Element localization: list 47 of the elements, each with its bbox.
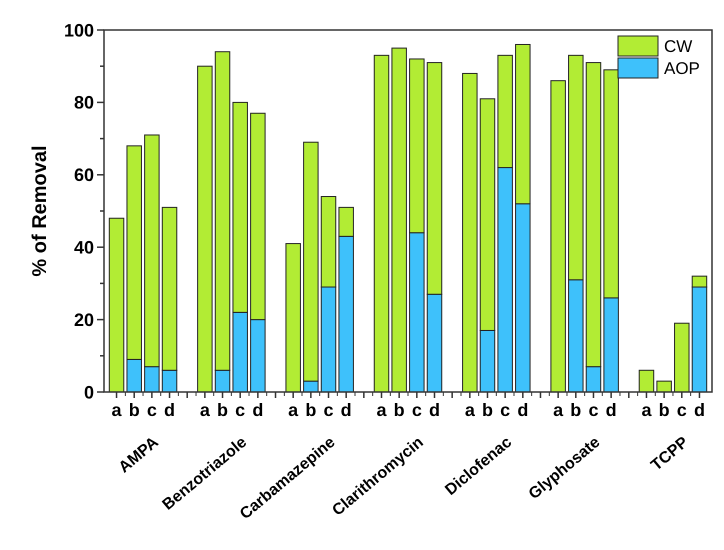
y-tick-label: 40: [74, 238, 94, 258]
bar: [108, 218, 124, 392]
y-tick-label: 80: [74, 92, 94, 113]
y-axis-title: % of Removal: [29, 145, 51, 277]
bar: [550, 80, 566, 392]
x-tick-label: c: [324, 400, 334, 420]
x-tick-label: b: [482, 400, 493, 420]
x-tick-label: a: [112, 400, 123, 420]
x-tick-label: b: [658, 400, 670, 420]
y-tick-label: 100: [64, 20, 94, 40]
x-tick-label: b: [128, 400, 140, 420]
x-tick-label: b: [570, 400, 582, 420]
x-tick-label: c: [500, 400, 510, 420]
x-tick-label: d: [694, 400, 705, 420]
bar: [391, 48, 407, 392]
bar: [197, 66, 213, 392]
y-tick-label: 0: [84, 382, 94, 402]
legend-label: AOP: [664, 58, 700, 78]
x-tick-label: d: [252, 400, 264, 420]
x-tick-label: d: [164, 400, 176, 420]
x-tick-label: d: [340, 400, 352, 420]
x-tick-label: d: [606, 400, 617, 420]
y-tick-label: 20: [74, 310, 94, 330]
y-tick-label: 60: [74, 165, 94, 186]
bar: [374, 54, 390, 392]
legend-label: CW: [664, 36, 692, 56]
x-tick-label: a: [464, 400, 476, 420]
x-tick-label: a: [376, 400, 388, 420]
bar: [674, 322, 690, 392]
bar: [638, 370, 654, 392]
x-tick-label: c: [412, 400, 422, 420]
x-tick-label: b: [305, 400, 316, 420]
x-tick-label: a: [553, 400, 564, 420]
x-tick-label: a: [288, 400, 300, 420]
bar: [462, 72, 478, 392]
x-tick-label: a: [200, 400, 211, 420]
x-tick-label: a: [641, 400, 652, 420]
bar: [285, 243, 301, 392]
x-tick-label: c: [235, 400, 246, 420]
x-tick-label: d: [428, 400, 440, 420]
x-tick-label: b: [394, 400, 405, 420]
x-tick-label: b: [217, 400, 228, 420]
x-tick-label: c: [588, 400, 598, 420]
x-tick-label: c: [146, 400, 157, 420]
bar: [656, 380, 672, 392]
x-tick-label: d: [517, 400, 528, 420]
x-tick-label: c: [676, 400, 687, 420]
